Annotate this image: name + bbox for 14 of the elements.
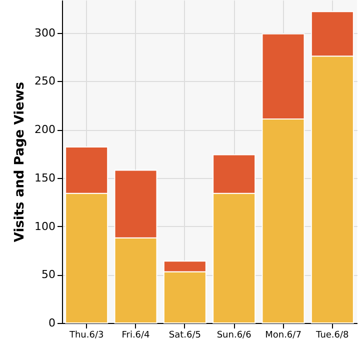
y-tick-label: 250 (34, 74, 56, 88)
y-tick-label: 50 (42, 268, 56, 282)
y-tick-label: 150 (34, 171, 56, 184)
x-tick-label: Thu.6/3 (68, 330, 104, 340)
y-tick-label: 100 (34, 220, 56, 233)
x-tick-label: Sun.6/6 (216, 330, 252, 340)
x-tick-label: Mon.6/7 (265, 330, 302, 340)
y-tick-label: 200 (34, 123, 56, 136)
x-tick-label: Sat.6/5 (168, 330, 201, 340)
x-tick-label: Fri.6/4 (122, 330, 150, 340)
y-axis-title: Visits and Page Views (12, 82, 28, 242)
y-tick-label: 0 (48, 316, 56, 330)
y-tick-label: 300 (34, 26, 56, 40)
x-tick-label: Tue.6/8 (315, 330, 350, 340)
